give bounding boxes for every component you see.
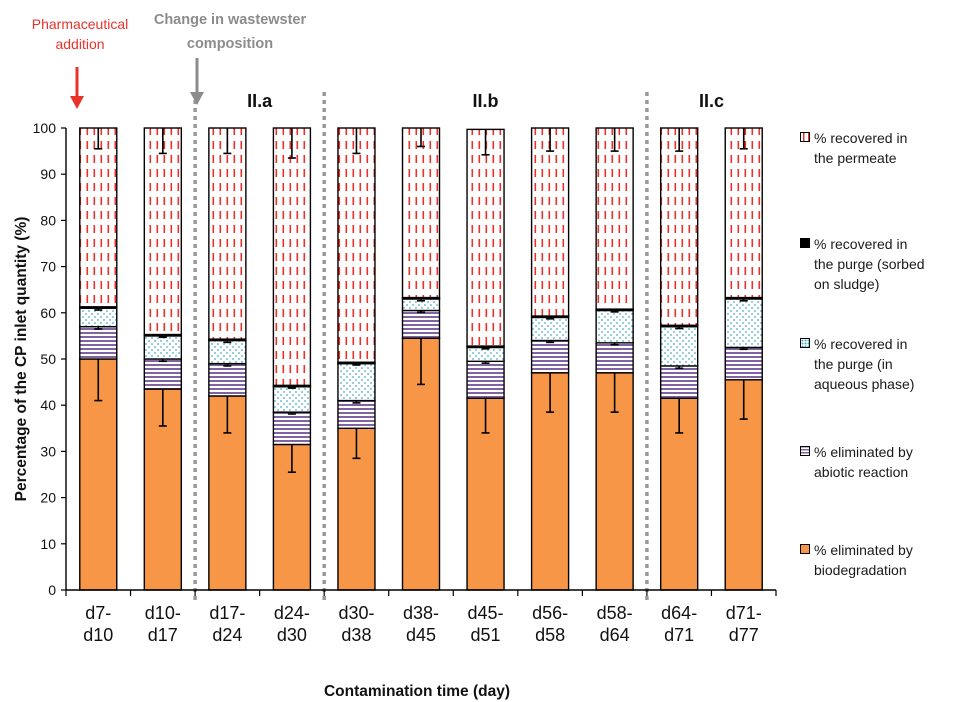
pharmaceutical-addition-line2: addition [55, 36, 105, 52]
legend-label-biodegradation: % eliminated by biodegradation [814, 542, 913, 578]
bar-segment [143, 335, 183, 360]
x-tick-label: d38 [341, 625, 371, 645]
pharmaceutical-addition-annotation: Pharmaceutical addition [20, 14, 140, 54]
bar-segment [530, 339, 570, 374]
x-tick-label: d30 [277, 625, 307, 645]
x-tick-label: d38- [403, 603, 439, 623]
x-tick-label: d30- [338, 603, 374, 623]
bar-segment [724, 298, 763, 349]
x-tick-label: d71 [664, 625, 694, 645]
bar-segment [466, 360, 505, 399]
bar-segment [208, 339, 247, 365]
phase-label: II.c [699, 91, 724, 111]
x-tick-label: d77 [729, 625, 759, 645]
y-tick-label: 100 [33, 120, 57, 136]
bar-segment [272, 386, 312, 413]
legend-label-permeate: % recovered in the permeate [814, 130, 908, 166]
x-tick-label: d10- [145, 603, 181, 623]
x-tick-label: d24 [212, 625, 242, 645]
x-tick-label: d45- [468, 603, 504, 623]
bar-segment [208, 127, 247, 340]
bar-segment [143, 358, 183, 390]
legend-swatch-purge-sorbed [800, 238, 810, 248]
y-tick-label: 70 [40, 259, 56, 275]
bar-segment [659, 325, 699, 367]
phase-label: II.a [247, 91, 273, 111]
legend-swatch-permeate [800, 132, 810, 142]
wastewater-change-line1: Change in wastewster [153, 12, 307, 28]
bar-segment [337, 127, 376, 363]
bar-segment [530, 127, 570, 317]
x-tick-label: d58 [535, 625, 565, 645]
x-tick-label: d45 [406, 625, 436, 645]
bar-segment [466, 128, 505, 347]
y-tick-label: 40 [40, 397, 56, 413]
bar-segment [401, 127, 441, 299]
bar-segment [337, 362, 376, 402]
y-tick-label: 80 [40, 212, 56, 228]
legend-swatch-purge-aqueous [800, 338, 810, 348]
x-axis-title: Contamination time (day) [324, 683, 510, 700]
x-tick-label: d64- [661, 603, 697, 623]
y-tick-label: 30 [40, 443, 56, 459]
bar-segment [79, 127, 118, 308]
bar-segment [272, 127, 312, 387]
legend-swatch-biodegradation [800, 544, 810, 554]
wastewater-change-arrowhead [190, 92, 204, 105]
x-tick-label: d56- [532, 603, 568, 623]
bar-segment [595, 342, 634, 374]
y-tick-label: 0 [48, 582, 56, 598]
bar-segment [337, 399, 376, 429]
x-tick-label: d10 [83, 625, 113, 645]
bar-segment [272, 411, 312, 446]
x-tick-label: d17- [209, 603, 245, 623]
legend-label-purge-sorbed: % recovered in the purge (sorbed on slud… [814, 236, 925, 292]
x-tick-label: d51 [471, 625, 501, 645]
y-tick-label: 60 [40, 305, 56, 321]
bar-segment [530, 316, 570, 342]
y-axis-title: Percentage of the CP inlet quantity (%) [13, 217, 30, 502]
bar-segment [595, 309, 634, 344]
y-tick-label: 90 [40, 166, 56, 182]
bar-segment [79, 325, 118, 360]
bar-segment [659, 365, 699, 399]
legend-swatch-abiotic [800, 446, 810, 456]
x-tick-label: d58- [597, 603, 633, 623]
bar-segment [208, 362, 247, 397]
bar-segment [724, 127, 763, 299]
x-tick-label: d64 [600, 625, 630, 645]
wastewater-change-annotation: Change in wastewster composition [150, 8, 310, 56]
bar-segment [401, 309, 441, 339]
bar-segment [595, 127, 634, 310]
bar-segment [724, 346, 763, 381]
pharmaceutical-addition-arrowhead [70, 96, 84, 109]
x-tick-label: d71- [726, 603, 762, 623]
phase-label: II.b [473, 91, 499, 111]
y-tick-label: 10 [40, 536, 56, 552]
bar-segment [143, 127, 183, 336]
legend-label-purge-aqueous: % recovered in the purge (in aqueous pha… [814, 336, 915, 392]
x-tick-label: d17 [148, 625, 178, 645]
bar-segment [79, 307, 118, 328]
y-tick-label: 20 [40, 490, 56, 506]
pharmaceutical-addition-line1: Pharmaceutical [31, 16, 129, 32]
bar-segment [659, 127, 699, 326]
x-tick-label: d7- [85, 603, 111, 623]
x-tick-label: d24- [274, 603, 310, 623]
wastewater-change-line2: composition [186, 36, 274, 52]
y-tick-label: 50 [40, 351, 56, 367]
legend-label-abiotic: % eliminated by abiotic reaction [814, 444, 913, 480]
